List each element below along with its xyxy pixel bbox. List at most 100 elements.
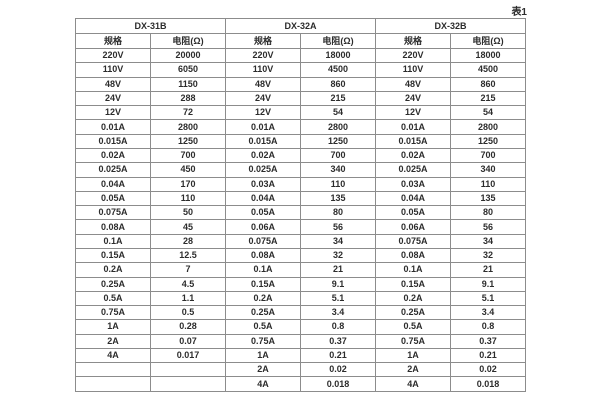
table-row: 2A 0.02 2A 0.02 [75,362,527,378]
spec-cell: 0.06A [375,219,452,235]
table-row: 0.075A 50 0.05A 80 0.05A 80 [75,205,527,221]
resistance-cell: 340 [450,162,527,178]
resistance-cell: 12.5 [149,247,227,264]
resistance-cell: 1.1 [149,290,227,307]
group-header-dx32b: DX-32B [375,18,527,34]
resistance-cell: 0.02 [450,362,527,378]
spec-cell: 110V [375,62,452,78]
group-header-dx32a: DX-32A [225,18,377,34]
resistance-cell: 135 [300,190,377,207]
resistance-column-header: 电阻(Ω) [149,33,227,49]
spec-cell: 0.5A [375,319,452,335]
spec-cell: 0.06A [225,219,302,235]
table-row: 0.01A 2800 0.01A 2800 0.01A 2800 [75,119,527,135]
spec-cell: 24V [375,90,452,107]
resistance-cell: 4500 [300,62,377,78]
resistance-cell: 215 [300,90,377,107]
spec-cell: 0.15A [75,247,151,264]
resistance-cell: 0.018 [300,376,377,392]
resistance-cell: 21 [450,262,527,278]
table-row: 0.04A 170 0.03A 110 0.03A 110 [75,176,527,192]
resistance-cell [149,362,227,378]
spec-cell: 0.75A [75,305,151,321]
resistance-cell: 0.21 [450,347,527,364]
resistance-cell: 18000 [300,47,377,64]
spec-cell: 48V [225,76,302,92]
spec-cell: 1A [225,347,302,364]
spec-cell: 0.05A [375,205,452,221]
spec-cell [75,362,151,378]
resistance-cell: 6050 [149,62,227,78]
spec-cell: 0.1A [225,262,302,278]
spec-cell: 220V [75,47,151,64]
resistance-cell: 7 [149,262,227,278]
spec-column-header: 规格 [225,33,302,49]
resistance-cell: 18000 [450,47,527,64]
resistance-cell: 3.4 [450,305,527,321]
resistance-cell: 450 [149,162,227,178]
resistance-cell: 0.017 [149,347,227,364]
spec-cell: 0.2A [375,290,452,307]
spec-cell: 0.075A [375,233,452,249]
resistance-cell: 0.8 [450,319,527,335]
spec-cell: 0.08A [375,247,452,264]
column-header-row: 规格 电阻(Ω) 规格 电阻(Ω) 规格 电阻(Ω) [75,33,527,49]
table-row: 110V 6050 110V 4500 110V 4500 [75,62,527,78]
resistance-cell: 20000 [149,47,227,64]
resistance-cell: 9.1 [450,276,527,292]
spec-cell: 4A [75,347,151,364]
spec-cell: 2A [225,362,302,378]
spec-cell: 2A [375,362,452,378]
spec-cell: 0.025A [225,162,302,178]
resistance-cell: 0.21 [300,347,377,364]
table-row: 0.75A 0.5 0.25A 3.4 0.25A 3.4 [75,305,527,321]
table-row: 0.25A 4.5 0.15A 9.1 0.15A 9.1 [75,276,527,292]
spec-cell: 0.075A [225,233,302,249]
table-row: 0.5A 1.1 0.2A 5.1 0.2A 5.1 [75,290,527,307]
table-row: 4A 0.018 4A 0.018 [75,376,527,392]
spec-cell: 0.15A [225,276,302,292]
resistance-cell: 4500 [450,62,527,78]
spec-cell: 110V [225,62,302,78]
resistance-cell: 56 [450,219,527,235]
resistance-cell: 28 [149,233,227,249]
table-row: 0.02A 700 0.02A 700 0.02A 700 [75,147,527,164]
resistance-cell: 1250 [149,133,227,149]
resistance-cell: 1250 [300,133,377,149]
resistance-cell: 0.37 [300,333,377,349]
table-body: 220V 20000 220V 18000 220V 18000 110V 6050 110V 4… [75,47,527,392]
spec-cell: 0.015A [375,133,452,149]
spec-cell: 0.15A [375,276,452,292]
resistance-cell: 700 [300,147,377,164]
spec-cell: 0.03A [375,176,452,192]
resistance-cell: 110 [149,190,227,207]
resistance-cell: 5.1 [450,290,527,307]
resistance-cell: 860 [300,76,377,92]
spec-cell: 0.03A [225,176,302,192]
spec-cell: 0.025A [375,162,452,178]
resistance-cell: 288 [149,90,227,107]
group-header-dx31b: DX-31B [74,18,227,34]
spec-cell: 24V [225,90,302,107]
spec-cell: 0.015A [75,133,151,149]
spec-cell: 1A [375,347,452,364]
table-row: 4A 0.017 1A 0.21 1A 0.21 [75,347,527,364]
table-row: 0.08A 45 0.06A 56 0.06A 56 [75,219,527,235]
spec-cell: 0.02A [375,147,452,164]
resistance-cell: 0.28 [149,319,227,335]
spec-cell: 0.25A [75,276,151,292]
resistance-cell: 700 [149,147,227,164]
spec-cell: 0.075A [75,205,151,221]
resistance-cell: 110 [450,176,527,192]
spec-cell: 4A [225,376,302,392]
resistance-cell: 34 [300,233,377,249]
resistance-cell: 34 [450,233,527,249]
spec-cell: 0.01A [375,119,452,135]
resistance-cell: 80 [450,205,527,221]
spec-cell: 110V [75,62,151,78]
resistance-cell [149,376,227,392]
resistance-cell: 340 [300,162,377,178]
resistance-cell: 170 [149,176,227,192]
resistance-cell: 110 [300,176,377,192]
resistance-cell: 1250 [450,133,527,149]
